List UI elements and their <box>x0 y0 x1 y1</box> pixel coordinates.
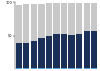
Bar <box>61 68 67 69</box>
Bar <box>61 34 67 68</box>
Bar <box>91 31 97 68</box>
Bar <box>84 32 90 68</box>
Bar <box>84 3 90 32</box>
Bar <box>46 3 52 36</box>
Bar <box>91 3 97 31</box>
Bar <box>76 35 82 68</box>
Bar <box>38 4 44 37</box>
Bar <box>16 5 22 43</box>
Bar <box>38 37 44 68</box>
Bar <box>68 3 75 35</box>
Bar <box>38 68 44 69</box>
Bar <box>16 68 22 69</box>
Bar <box>23 4 29 43</box>
Bar <box>53 35 60 68</box>
Bar <box>68 35 75 68</box>
Bar <box>31 4 37 41</box>
Bar <box>46 68 52 69</box>
Bar <box>61 3 67 34</box>
Bar <box>23 68 29 69</box>
Bar <box>53 68 60 69</box>
Bar <box>16 43 22 68</box>
Bar <box>23 43 29 68</box>
Bar <box>68 68 75 69</box>
Bar <box>46 36 52 68</box>
Bar <box>76 3 82 35</box>
Bar <box>31 41 37 68</box>
Bar <box>84 68 90 69</box>
Bar <box>53 3 60 35</box>
Bar <box>76 68 82 69</box>
Bar <box>31 68 37 69</box>
Bar <box>91 68 97 69</box>
